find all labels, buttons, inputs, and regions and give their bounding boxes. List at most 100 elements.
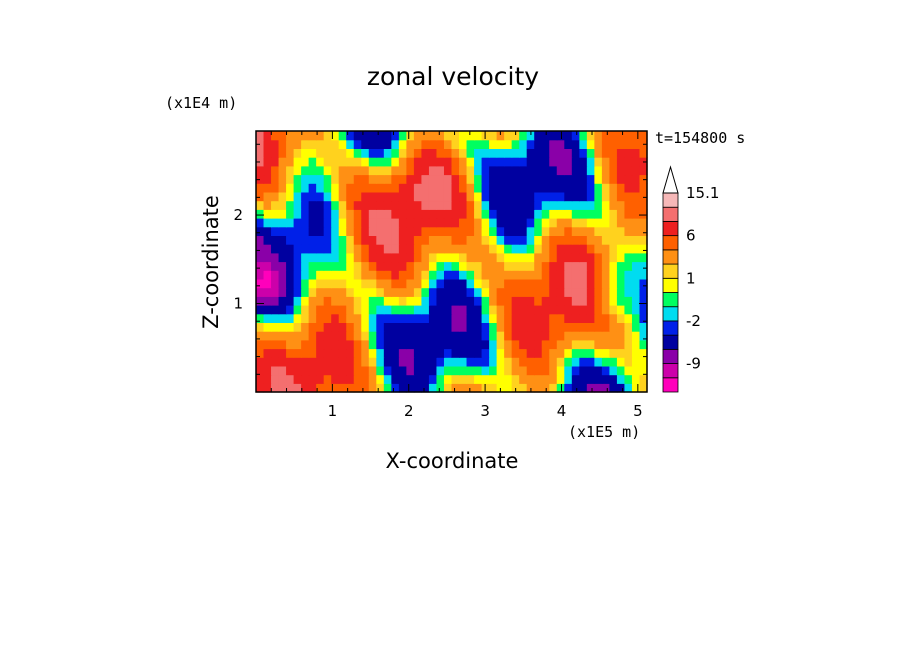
field-cell xyxy=(609,139,618,149)
field-cell xyxy=(383,305,392,315)
field-cell xyxy=(398,313,407,323)
field-cell xyxy=(278,226,287,236)
field-cell xyxy=(368,278,377,289)
field-cell xyxy=(459,305,468,315)
field-cell xyxy=(586,339,595,350)
field-cell xyxy=(331,131,340,141)
field-cell xyxy=(534,365,543,376)
field-cell xyxy=(406,296,415,306)
field-cell xyxy=(293,339,302,350)
field-cell xyxy=(459,322,468,332)
field-cell xyxy=(376,383,385,393)
field-cell xyxy=(526,261,535,271)
field-cell xyxy=(534,148,543,158)
field-cell xyxy=(631,331,641,341)
field-cell xyxy=(571,174,580,184)
x-tick-label: 5 xyxy=(633,402,643,420)
field-cell xyxy=(428,165,438,176)
field-cell xyxy=(361,261,370,271)
field-cell xyxy=(271,322,280,332)
field-cell xyxy=(526,313,535,323)
field-cell xyxy=(421,209,430,219)
field-cell xyxy=(451,305,460,315)
field-cell xyxy=(398,200,407,210)
field-cell xyxy=(556,322,565,332)
field-cell xyxy=(601,305,610,315)
field-cell xyxy=(443,270,453,280)
field-cell xyxy=(639,331,648,341)
field-cell xyxy=(323,313,332,323)
field-cell xyxy=(413,296,423,306)
field-cell xyxy=(436,339,445,350)
field-cell xyxy=(526,183,535,193)
field-cell xyxy=(594,157,603,167)
field-cell xyxy=(474,174,483,184)
field-cell xyxy=(466,148,475,158)
field-cell xyxy=(601,287,610,297)
field-cell xyxy=(616,139,626,149)
field-cell xyxy=(519,139,528,149)
field-cell xyxy=(413,200,423,210)
field-cell xyxy=(421,374,430,384)
field-cell xyxy=(301,339,310,350)
field-cell xyxy=(571,235,580,245)
field-cell xyxy=(579,348,588,358)
field-cell xyxy=(579,270,588,280)
field-cell xyxy=(451,287,460,297)
field-cell xyxy=(519,322,528,332)
field-cell xyxy=(308,244,317,254)
field-cell xyxy=(436,157,445,167)
field-cell xyxy=(519,339,528,350)
field-cell xyxy=(331,200,340,210)
field-cell xyxy=(436,183,445,193)
field-cell xyxy=(481,278,490,289)
field-cell xyxy=(361,313,370,323)
field-cell xyxy=(526,218,535,228)
field-cell xyxy=(534,174,543,184)
field-cell xyxy=(263,165,272,176)
field-cell xyxy=(421,261,430,271)
field-cell xyxy=(564,313,573,323)
field-cell xyxy=(301,313,310,323)
field-cell xyxy=(504,365,513,376)
field-cell xyxy=(308,383,317,393)
field-cell xyxy=(413,270,423,280)
field-cell xyxy=(286,226,295,236)
field-cell xyxy=(331,139,340,149)
field-cell xyxy=(391,244,400,254)
field-cell xyxy=(466,209,475,219)
field-cell xyxy=(624,383,633,393)
field-cell xyxy=(383,235,392,245)
field-cell xyxy=(286,331,295,341)
field-cell xyxy=(361,365,370,376)
field-cell xyxy=(519,157,528,167)
field-cell xyxy=(564,383,573,393)
field-cell xyxy=(413,365,423,376)
field-cell xyxy=(556,183,565,193)
field-cell xyxy=(571,183,580,193)
field-cell xyxy=(338,305,347,315)
field-cell xyxy=(316,244,325,254)
field-cell xyxy=(451,131,460,141)
field-cell xyxy=(496,174,505,184)
field-cell xyxy=(594,209,603,219)
field-cell xyxy=(338,374,347,384)
field-cell xyxy=(541,235,550,245)
field-cell xyxy=(293,157,302,167)
field-cell xyxy=(391,165,400,176)
field-cell xyxy=(256,313,265,323)
field-cell xyxy=(421,200,430,210)
field-cell xyxy=(579,139,588,149)
field-cell xyxy=(466,305,475,315)
field-cell xyxy=(436,261,445,271)
field-cell xyxy=(376,261,385,271)
field-cell xyxy=(466,270,475,280)
field-cell xyxy=(601,357,610,367)
field-cell xyxy=(346,183,355,193)
field-cell xyxy=(496,374,505,384)
field-cell xyxy=(579,191,588,202)
field-cell xyxy=(586,374,595,384)
field-cell xyxy=(256,191,265,202)
field-cell xyxy=(391,339,400,350)
field-cell xyxy=(338,383,347,393)
